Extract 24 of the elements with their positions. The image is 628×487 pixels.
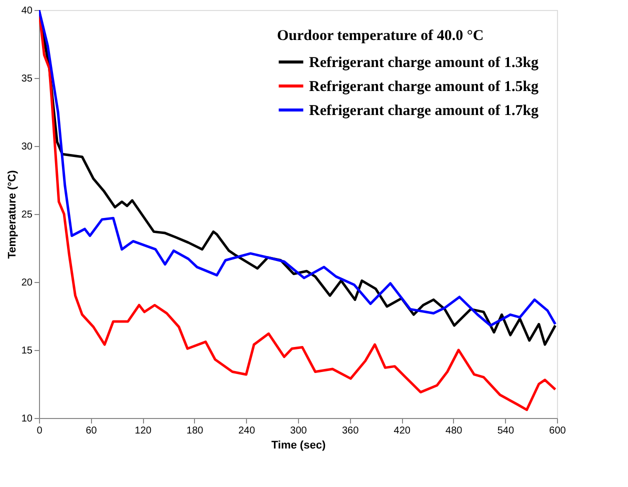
legend-label: Refrigerant charge amount of 1.3kg xyxy=(309,55,540,71)
y-tick-label: 10 xyxy=(21,414,33,424)
x-tick-label: 360 xyxy=(342,426,360,436)
y-tick-label: 15 xyxy=(21,346,33,356)
legend-label: Refrigerant charge amount of 1.5kg xyxy=(309,79,540,95)
x-tick-label: 600 xyxy=(549,426,566,436)
x-tick-label: 180 xyxy=(186,426,204,436)
x-tick-label: 60 xyxy=(86,426,98,436)
x-tick-label: 420 xyxy=(394,426,411,436)
y-tick-label: 30 xyxy=(21,142,33,152)
y-tick-label: 35 xyxy=(21,74,33,84)
y-tick-label: 40 xyxy=(21,6,33,16)
y-tick-label: 25 xyxy=(21,210,33,220)
x-axis-title: Time (sec) xyxy=(271,440,326,452)
legend-label: Refrigerant charge amount of 1.7kg xyxy=(309,103,540,119)
x-tick-label: 240 xyxy=(238,426,256,436)
x-tick-label: 480 xyxy=(446,426,463,436)
y-axis-title: Temperature (°C) xyxy=(6,170,18,259)
legend-title: Ourdoor temperature of 40.0 °C xyxy=(277,28,484,44)
x-tick-label: 300 xyxy=(290,426,308,436)
x-tick-label: 120 xyxy=(134,426,152,436)
x-tick-label: 540 xyxy=(497,426,514,436)
y-tick-label: 20 xyxy=(21,278,33,288)
x-tick-label: 0 xyxy=(36,426,43,436)
